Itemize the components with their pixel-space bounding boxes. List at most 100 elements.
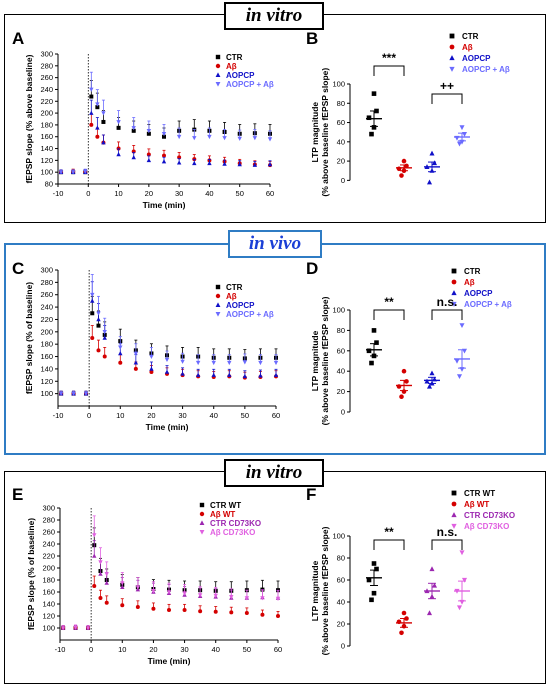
panel-e-chart: E 100 120 140 160 180 200 220 240 260 280 300 -10 0 10… <box>12 485 282 666</box>
panel-f-data-point <box>426 610 433 616</box>
panel-a-data-point <box>131 155 136 160</box>
panel-e-x-tick-label: 60 <box>274 645 282 654</box>
panel-e-data-point <box>244 596 250 601</box>
panel-c-data-point <box>227 372 232 377</box>
panel-e-x-tick-label: 50 <box>243 645 251 654</box>
panel-e-data-point <box>151 606 156 611</box>
panel-e-y-tick-label: 260 <box>42 528 55 537</box>
panel-e-data-point <box>276 614 280 618</box>
panel-a-data-point <box>101 140 106 145</box>
panel-d-data-point <box>404 379 409 384</box>
panel-a-y-tick-label: 300 <box>40 50 53 59</box>
panel-e-data-point <box>135 605 140 609</box>
panel-a-y-tick-label: 200 <box>40 109 53 118</box>
panel-a-legend-label: CTR <box>226 53 243 62</box>
panel-e-legend-marker <box>199 520 205 525</box>
panel-c-legend-label: AOPCP + Aβ <box>226 310 274 319</box>
panel-d-data-point <box>371 328 377 333</box>
panel-c-y-tick-label: 260 <box>40 290 53 299</box>
panel-e-label: E <box>12 485 23 504</box>
panel-d-data-point <box>366 348 372 354</box>
panel-f-data-point <box>399 630 404 636</box>
panel-b-legend-label: Aβ <box>462 43 473 52</box>
panel-c-x-tick-label: -10 <box>53 411 64 420</box>
panel-c-data-point <box>164 369 170 374</box>
panel-a-x-tick-label: -10 <box>53 189 64 198</box>
panel-b-data-point <box>366 115 372 121</box>
panel-c-legend-marker <box>215 302 221 307</box>
panel-b-y-tick-label: 80 <box>337 99 345 108</box>
panel-f-data-point <box>374 566 379 572</box>
panel-d-data-point <box>369 360 374 366</box>
panel-c-data-point <box>180 359 185 364</box>
panel-d-significance-label: ** <box>384 295 394 309</box>
panel-f-data-point <box>429 566 435 572</box>
panel-a-data-point <box>207 160 212 166</box>
panel-a-y-tick-label: 260 <box>40 73 53 82</box>
panel-f-data-point <box>459 550 465 556</box>
panel-a-data-point <box>89 122 94 127</box>
panel-e-y-tick-label: 240 <box>42 540 55 549</box>
panel-f-significance-label: n.s. <box>437 525 458 539</box>
panel-f-significance-bracket <box>373 539 405 550</box>
panel-c-data-point <box>211 360 216 366</box>
panel-d-y-tick-label: 80 <box>337 326 345 335</box>
panel-d-y-tick-label: 60 <box>337 346 345 355</box>
panel-a-data-point <box>116 120 121 125</box>
panel-e-y-tick-label: 300 <box>42 504 55 513</box>
panel-f-label: F <box>306 485 316 504</box>
panel-e-y-tick-label: 120 <box>42 612 55 621</box>
panel-a-data-point <box>95 134 100 139</box>
panel-d-significance-bracket <box>431 309 463 320</box>
panel-c-x-axis-label: Time (min) <box>146 422 189 432</box>
panel-a-data-point <box>131 128 136 133</box>
panel-e-y-tick-label: 100 <box>42 624 55 633</box>
panel-e-data-point <box>92 584 97 588</box>
panel-a-x-tick-label: 60 <box>266 189 274 198</box>
panel-d-y-tick-label: 0 <box>341 408 345 417</box>
panel-d-y-tick-label: 100 <box>332 306 345 315</box>
panel-e-y-tick-label: 160 <box>42 588 55 597</box>
panel-e-data-point <box>104 600 109 605</box>
panel-e-data-point <box>166 590 172 595</box>
panel-a-data-point <box>237 162 242 167</box>
panel-e-data-point <box>120 581 125 586</box>
panel-e-x-tick-label: 40 <box>212 645 220 654</box>
panel-a-data-point <box>192 160 197 166</box>
panel-a-y-tick-label: 80 <box>45 180 53 189</box>
panel-c-data-point <box>149 354 154 359</box>
panel-a-legend-label: Aβ <box>226 62 237 71</box>
panel-f-y-tick-label: 60 <box>337 576 345 585</box>
panel-a-data-point <box>267 137 273 142</box>
panel-a-data-point <box>146 157 152 163</box>
panel-a-data-point <box>89 87 94 92</box>
panel-f-y-tick-label: 100 <box>332 532 345 541</box>
panel-e-legend-marker <box>199 502 205 508</box>
panel-e-y-axis-label: fEPSP slope (% of baseline) <box>26 518 36 630</box>
panel-e-x-tick-label: 0 <box>89 645 93 654</box>
panel-d-legend-label: CTR <box>464 267 481 276</box>
panel-b-significance-label: *** <box>382 51 396 65</box>
panel-f-legend-label: CTR WT <box>464 489 495 498</box>
panel-f-data-point <box>401 610 407 616</box>
panel-e-data-point <box>260 596 265 601</box>
panel-e-y-tick-label: 280 <box>42 516 55 525</box>
panel-d-data-point <box>426 383 433 389</box>
panel-c-data-point <box>90 298 95 303</box>
panel-b-legend-label: CTR <box>462 32 479 41</box>
panel-e-data-point <box>92 533 97 538</box>
panel-b-y-axis-label-line2: (% above baseline fEPSP slope) <box>320 68 330 197</box>
panel-a-y-tick-label: 240 <box>40 85 53 94</box>
panel-d-y-axis-label-line2: (% above baseline fEPSP slope) <box>320 296 330 425</box>
panel-a-data-point <box>176 134 182 140</box>
panel-c-y-axis-label: fEPSP slope (% of baseline) <box>24 282 34 394</box>
panel-c-x-tick-label: 10 <box>116 411 124 420</box>
panel-d-data-point <box>374 340 379 345</box>
panel-a-chart: A 80 100 120 140 160 180 200 220 240 260 280 300 -10 0… <box>12 29 274 210</box>
panel-a-x-tick-label: 30 <box>175 189 183 198</box>
panel-e-data-point <box>275 596 281 601</box>
panel-c-data-point <box>96 311 101 316</box>
panel-a-data-point <box>146 131 151 136</box>
panel-d-data-point <box>401 368 407 374</box>
panel-f-data-point <box>371 590 377 596</box>
